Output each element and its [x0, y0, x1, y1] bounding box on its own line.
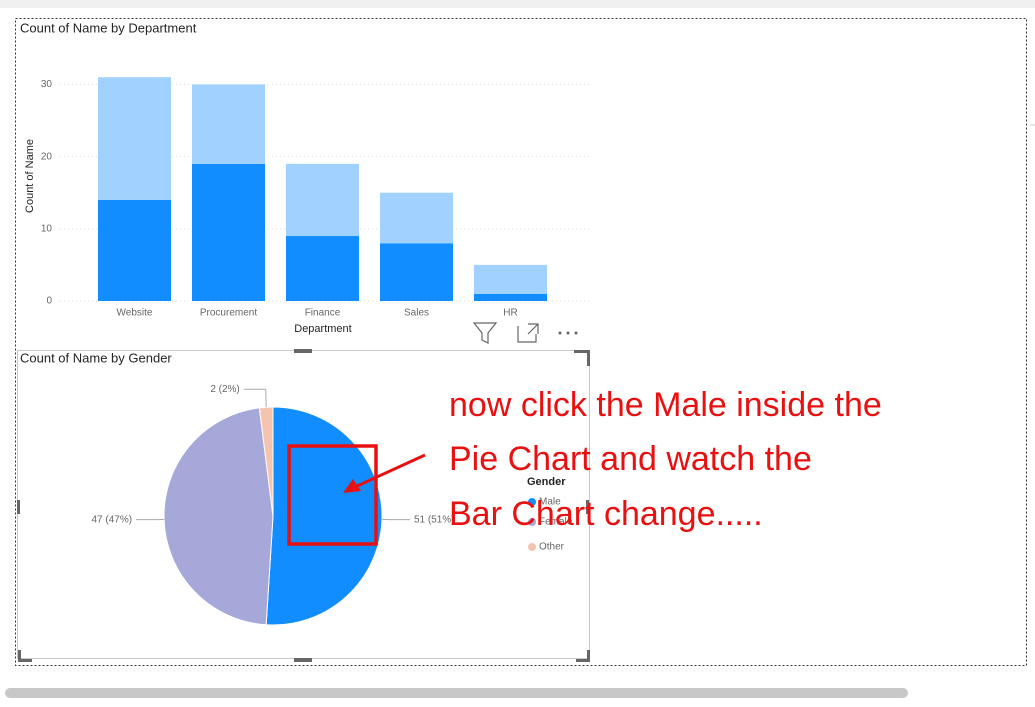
bar-segment	[192, 84, 265, 163]
x-tick-label: Sales	[404, 308, 429, 319]
bar-title: Count of Name by Department	[20, 20, 197, 35]
bar-segment	[286, 164, 359, 236]
more-options[interactable]	[559, 332, 578, 335]
x-tick-label: Procurement	[200, 308, 257, 319]
y-tick-label: 30	[41, 79, 53, 90]
filter-icon[interactable]	[474, 323, 496, 343]
legend-marker	[528, 543, 536, 551]
x-tick-label: Finance	[305, 308, 341, 319]
x-tick-label: Website	[117, 308, 153, 319]
y-tick-label: 0	[46, 296, 52, 307]
bar-segment	[98, 77, 171, 200]
x-tick-label: HR	[503, 308, 517, 319]
legend-label: Other	[539, 542, 565, 553]
data-label: 47 (47%)	[91, 514, 132, 525]
annotation-line: now click the Male inside the	[449, 386, 882, 424]
visual-header-icons	[474, 323, 538, 343]
pie-title: Count of Name by Gender	[20, 350, 172, 365]
bar-segment	[98, 200, 171, 301]
annotation-line: Pie Chart and watch the	[449, 440, 812, 478]
bar-segment	[380, 193, 453, 244]
bar-segment	[192, 164, 265, 301]
bar-segment	[286, 236, 359, 301]
focus-icon[interactable]	[518, 324, 538, 342]
y-axis-label: Count of Name	[24, 139, 36, 213]
annotation-line: Bar Chart change.....	[449, 495, 763, 533]
y-tick-label: 20	[41, 151, 53, 162]
bar-segment	[474, 265, 547, 294]
scrollbar[interactable]	[5, 688, 908, 698]
x-axis-label: Department	[294, 323, 351, 335]
leader-line	[244, 389, 266, 407]
pie-slice	[266, 407, 382, 625]
data-label: 2 (2%)	[210, 384, 239, 395]
bar-segment	[474, 294, 547, 301]
top-strip	[0, 0, 1035, 8]
bar-segment	[380, 243, 453, 301]
pie-slice	[164, 408, 273, 625]
y-tick-label: 10	[41, 223, 53, 234]
